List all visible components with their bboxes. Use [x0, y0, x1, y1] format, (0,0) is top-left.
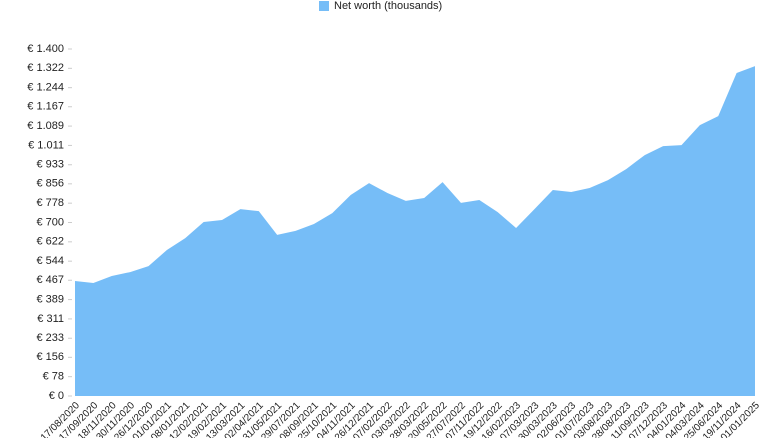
y-tick-label: € 467 [36, 274, 64, 286]
legend-label: Net worth (thousands) [334, 0, 442, 12]
y-tick-label: € 1.167 [27, 101, 64, 113]
legend-swatch [319, 1, 329, 11]
y-tick-label: € 156 [36, 351, 64, 363]
y-tick-label: € 1.400 [27, 43, 64, 55]
y-tick-label: € 700 [36, 216, 64, 228]
y-tick-label: € 78 [43, 371, 64, 383]
y-tick-label: € 233 [36, 332, 64, 344]
y-tick-label: € 1.089 [27, 120, 64, 132]
y-tick-label: € 1.244 [27, 82, 64, 94]
area [75, 66, 755, 396]
y-tick-label: € 778 [36, 197, 64, 209]
y-tick-label: € 389 [36, 293, 64, 305]
y-tick-label: € 856 [36, 178, 64, 190]
y-tick-label: € 622 [36, 236, 64, 248]
y-tick-label: € 544 [36, 255, 64, 267]
y-tick-label: € 1.322 [27, 62, 64, 74]
y-tick-label: € 311 [37, 313, 64, 325]
y-tick-label: € 1.011 [28, 139, 64, 151]
y-tick-label: € 933 [36, 159, 64, 171]
y-tick-label: € 0 [49, 390, 64, 402]
